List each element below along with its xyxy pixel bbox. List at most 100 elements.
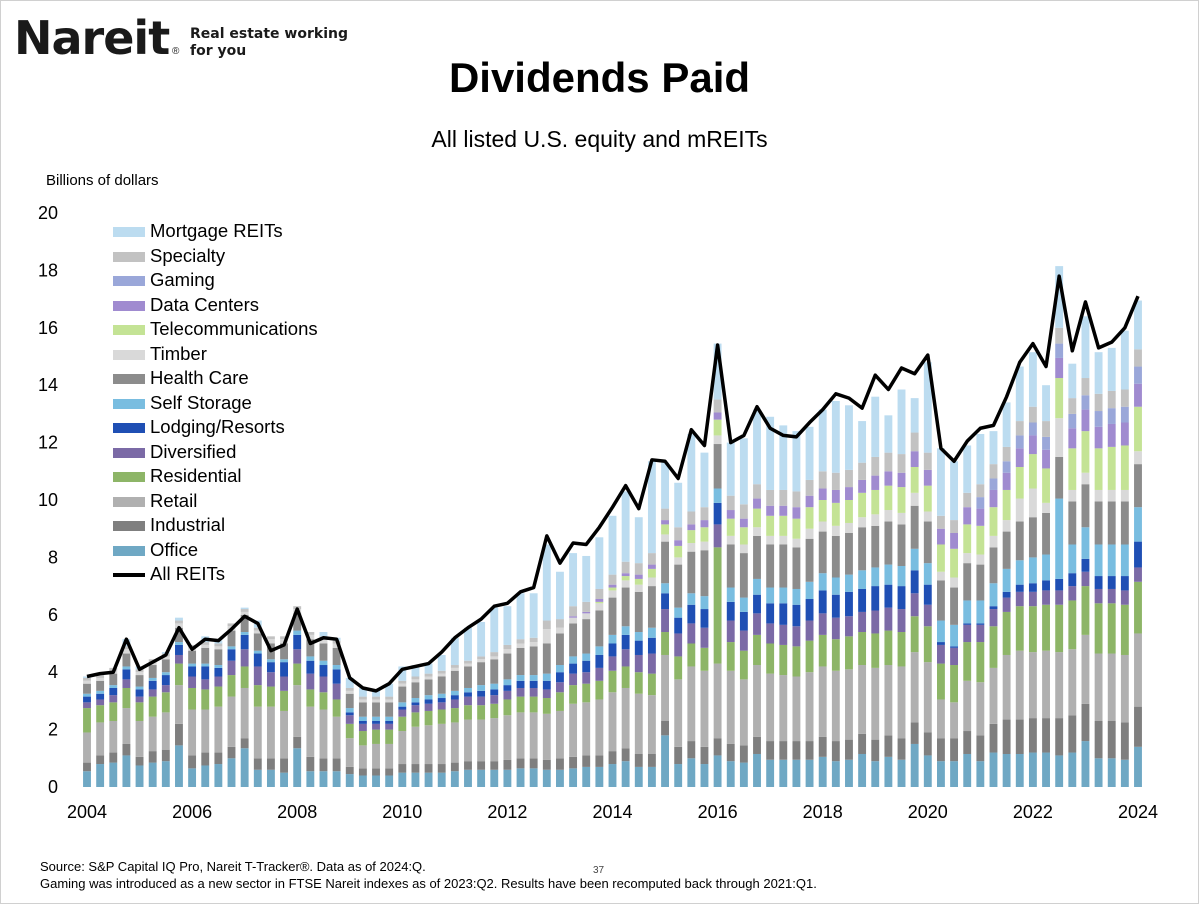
bar-segment: [266, 758, 275, 770]
bar-segment: [319, 709, 328, 759]
legend-swatch: [113, 521, 145, 531]
bar-segment: [963, 754, 972, 787]
bar-segment: [319, 692, 328, 710]
bar-segment: [661, 520, 669, 525]
bar-segment: [1081, 484, 1090, 528]
bar-segment: [1068, 649, 1077, 716]
bar-segment: [805, 581, 814, 600]
bar-segment: [135, 686, 144, 690]
bar-segment: [910, 548, 919, 571]
bar-segment: [503, 679, 512, 686]
bar-segment: [1081, 634, 1090, 704]
bar-segment: [634, 632, 643, 641]
bar-segment: [1015, 606, 1024, 651]
bar-segment: [753, 484, 761, 499]
bar-segment: [937, 699, 945, 739]
bar-segment: [280, 772, 288, 787]
bar-segment: [766, 489, 775, 506]
bar-segment: [1015, 584, 1024, 592]
bar-segment: [1042, 580, 1050, 591]
bar-segment: [582, 611, 591, 614]
bar-segment: [989, 489, 998, 508]
bar-segment: [372, 768, 380, 776]
bar-segment: [148, 762, 157, 787]
bar-segment: [450, 771, 459, 787]
bar-segment: [976, 761, 985, 787]
bar-segment: [358, 699, 367, 703]
bar-segment: [1028, 435, 1037, 455]
bar-segment: [450, 695, 459, 700]
bar-segment: [319, 676, 328, 693]
bar-segment: [542, 759, 551, 770]
bar-segment: [779, 759, 788, 787]
bar-segment: [398, 666, 407, 681]
bar-segment: [96, 764, 105, 787]
bar-segment: [83, 708, 91, 733]
legend-swatch: [113, 472, 145, 482]
bar-segment: [1134, 746, 1142, 787]
bar-segment: [582, 702, 591, 756]
bar-segment: [739, 762, 748, 787]
bar-segment: [490, 718, 499, 762]
bar-segment: [950, 587, 959, 625]
bar-segment: [1055, 755, 1064, 787]
bar-segment: [713, 547, 722, 664]
bar-segment: [490, 659, 499, 684]
bar-segment: [595, 588, 604, 600]
bar-segment: [109, 687, 118, 696]
bar-segment: [989, 609, 998, 627]
bar-segment: [1002, 719, 1011, 754]
bar-segment: [700, 452, 709, 508]
bar-segment: [437, 693, 446, 699]
bar-segment: [83, 693, 91, 697]
bar-segment: [910, 570, 919, 594]
bar-segment: [674, 679, 683, 747]
bar-segment: [490, 652, 499, 657]
bar-segment: [372, 775, 380, 787]
bar-segment: [713, 343, 722, 400]
bar-segment: [937, 663, 945, 700]
bar-segment: [1094, 544, 1103, 577]
bar-segment: [687, 741, 696, 759]
bar-segment: [450, 665, 459, 668]
bar-segment: [647, 586, 656, 628]
bar-segment: [542, 680, 551, 690]
bar-segment: [1042, 554, 1050, 581]
bar-segment: [739, 504, 748, 519]
bar-segment: [1120, 544, 1129, 577]
bar-segment: [1081, 527, 1090, 559]
bar-segment: [792, 491, 801, 508]
bar-segment: [450, 762, 459, 772]
bar-segment: [845, 669, 853, 740]
bar-segment: [240, 614, 249, 633]
x-tick-label: 2014: [592, 802, 632, 822]
bar-segment: [687, 623, 696, 644]
y-tick-label: 2: [48, 720, 58, 740]
bar-segment: [437, 698, 446, 703]
bar-segment: [122, 755, 131, 787]
bar-segment: [831, 617, 840, 640]
bar-segment: [858, 479, 867, 493]
bar-segment: [424, 710, 433, 726]
bar-segment: [726, 442, 735, 496]
bar-segment: [1068, 715, 1077, 753]
bar-segment: [700, 507, 709, 521]
bar-segment: [542, 698, 551, 714]
bar-segment: [713, 755, 722, 787]
bar-segment: [398, 680, 407, 684]
legend-swatch: [113, 349, 145, 360]
bar-segment: [332, 665, 341, 670]
bar-segment: [319, 660, 328, 666]
bar-segment: [424, 679, 433, 696]
bar-segment: [608, 670, 617, 693]
bar-segment: [687, 511, 696, 525]
bar-segment: [1107, 347, 1116, 391]
bar-segment: [1134, 349, 1142, 367]
bar-segment: [175, 723, 183, 746]
bar-segment: [503, 759, 512, 770]
bar-segment: [477, 621, 486, 657]
bar-segment: [372, 689, 380, 697]
legend-label: All REITs: [150, 563, 226, 584]
bar-segment: [490, 761, 499, 770]
bar-segment: [1120, 445, 1129, 490]
